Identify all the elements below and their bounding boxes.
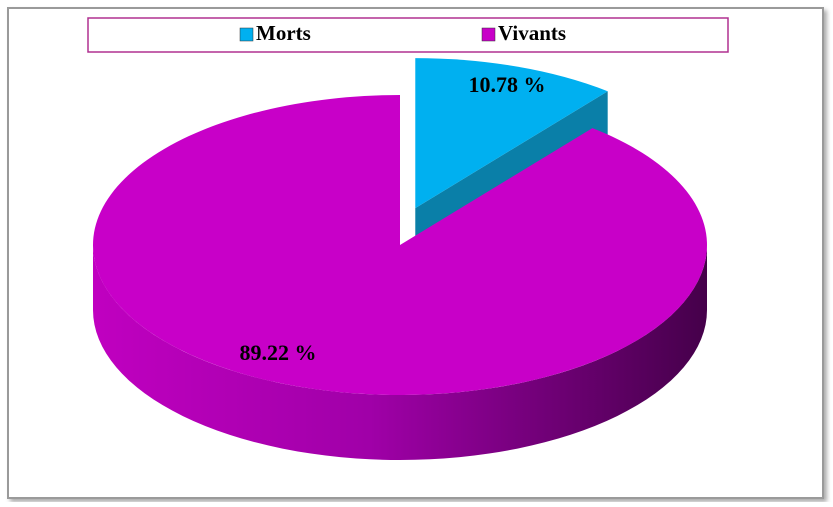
legend-box [87,17,729,53]
legend-label: Morts [256,21,311,45]
legend-swatch [481,27,496,42]
pie: 10.78 % 89.22 % [92,58,707,460]
data-label: 10.78 % [469,72,546,97]
legend-label: Vivants [498,21,566,45]
legend-swatch [239,27,254,42]
pie-slice [92,95,707,395]
pie-side [93,245,707,460]
data-label: 89.22 % [240,340,317,365]
legend: Morts Vivants [239,21,566,45]
pie-slice [415,58,608,209]
